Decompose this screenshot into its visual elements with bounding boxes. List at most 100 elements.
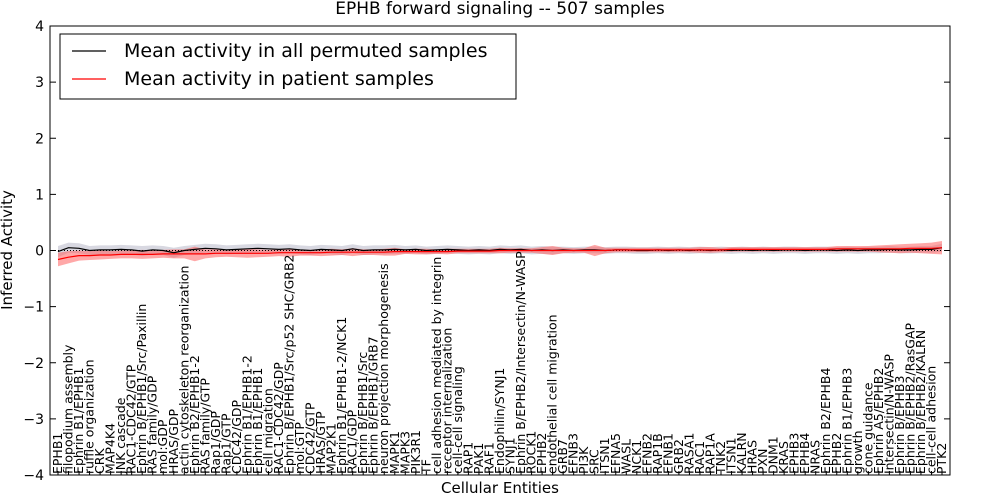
- x-tick-label: Ephrin A5/EPHB2: [871, 368, 886, 474]
- chart-title: EPHB forward signaling -- 507 samples: [335, 0, 665, 19]
- x-tick-label: RAS family/GDP: [145, 375, 160, 474]
- x-tick-label: Ephrin B1/EPHB1: [71, 368, 86, 474]
- x-tick-label: CRK: [92, 448, 107, 474]
- x-tick-label: Ephrin B/EPHB3: [892, 376, 907, 474]
- x-axis-label: Cellular Entities: [441, 479, 559, 497]
- x-tick-label: ROCK1: [524, 431, 539, 474]
- y-axis: 4 3 2 1 0 −1 −2 −3 −4: [23, 19, 950, 484]
- x-tick-label: cell migration: [261, 388, 276, 474]
- x-tick-label: EPHB2: [829, 433, 844, 474]
- patient-mean-line: [57, 247, 943, 261]
- x-tick-label: HRAS/GTP: [313, 411, 328, 474]
- x-tick-label: growth: [850, 430, 865, 474]
- x-tick-label: actin cytoskeleton reorganization: [176, 265, 191, 474]
- x-tick-label: EFNB2: [639, 433, 654, 474]
- x-tick-label: WASL: [618, 439, 633, 474]
- x-tick-label: EFNA5: [608, 433, 623, 474]
- x-tick-label: mol:GTP: [292, 422, 307, 474]
- x-tick-label: EFNB3: [566, 433, 581, 474]
- x-tick-label: PI3K: [576, 446, 591, 474]
- x-tick-label: cell-cell signaling: [450, 366, 465, 474]
- x-tick-label: mol:GDP: [155, 419, 170, 474]
- x-tick-label: PTK2: [934, 443, 949, 474]
- y-axis-label: Inferred Activity: [0, 190, 16, 310]
- x-tick-label: TF: [418, 459, 433, 475]
- x-tick-label: RAP1B: [650, 433, 665, 474]
- y-tick-label: 4: [35, 19, 44, 35]
- x-tick-label: RAS family/GTP: [197, 378, 212, 474]
- x-tick-label: PAK1: [471, 443, 486, 474]
- y-tick-label: −3: [23, 412, 44, 428]
- y-tick-label: 0: [35, 244, 44, 260]
- x-tick-label: Ephrin B2/EPHB1-2: [187, 355, 202, 474]
- x-tick-label: Intersectin/N-WASP: [881, 354, 896, 474]
- x-tick-label: GRB7: [555, 439, 570, 474]
- x-tick-label: HRAS: [745, 440, 760, 474]
- x-tick-label: RAC1: [692, 441, 707, 474]
- plot-frame: [49, 25, 951, 476]
- x-tick-label: Ephrin B/EPHB1/GRB7: [366, 336, 381, 474]
- x-tick-label: RAP1: [460, 442, 475, 474]
- x-tick-label: Ephrin B/EPHB2/RasGAP: [902, 323, 917, 474]
- y-tick-label: −4: [23, 468, 44, 484]
- x-tick-label: KRAS: [776, 441, 791, 474]
- x-tick-label: CDC42/GDP: [229, 399, 244, 474]
- x-tick-label: Endophilin/SYNJ1: [492, 368, 507, 474]
- series-lines: [57, 247, 943, 261]
- legend: Mean activity in all permuted samples Me…: [59, 33, 517, 100]
- x-tick-label: EFNB1: [660, 433, 675, 474]
- x-tick-label: CDC42/GTP: [303, 402, 318, 474]
- x-tick-label: EPHB2: [534, 433, 549, 474]
- x-tick-label: EPHB3: [787, 433, 802, 474]
- x-tick-label: SYNJ1: [503, 437, 518, 474]
- y-tick-label: 1: [35, 187, 44, 203]
- x-tick-label: Ephrin B1/EPHB1-2/NCK1: [334, 317, 349, 474]
- x-tick-label: PIK3R1: [408, 430, 423, 474]
- x-tick-label: PXN: [755, 449, 770, 474]
- x-tick-label: ruffle organization: [82, 359, 97, 474]
- x-tick-label: DNM1: [766, 436, 781, 474]
- y-tick-label: −2: [23, 356, 44, 372]
- x-tick-label: RAC1/GDP: [345, 409, 360, 474]
- y-tick-label: 3: [35, 75, 44, 91]
- x-tick-label: MAP2K1: [324, 423, 339, 474]
- x-tick-label: EPHB4: [797, 433, 812, 474]
- x-tick-label: Rap1/GDP: [208, 411, 223, 474]
- x-tick-label: Ephrin B/EPHB1/Src/Paxillin: [134, 304, 149, 474]
- x-tick-label: EPHB1: [50, 433, 65, 474]
- x-tick-label: ITSN1: [597, 437, 612, 474]
- x-tick-label: Ephrin B/EPHB1/Src: [355, 352, 370, 474]
- x-tick-label: receptor internalization: [439, 328, 454, 474]
- y-tick-label: 2: [35, 131, 44, 147]
- x-tick-label: HRAS/GDP: [166, 408, 181, 474]
- x-tick-label: ITSN1: [724, 437, 739, 474]
- x-tick-label: Ephrin B/EPHB2/Intersectin/N-WASP: [513, 251, 528, 474]
- x-tick-label: RAP1A: [703, 433, 718, 474]
- x-tick-label: RAC1-CDC42/GTP: [124, 364, 139, 474]
- x-tick-label: MAP4K4: [103, 423, 118, 474]
- x-tick-label: NRAS: [808, 440, 823, 474]
- legend-box: [59, 33, 517, 100]
- x-tick-label: cell adhesion mediated by integrin: [429, 257, 444, 474]
- x-tick-label: RAF1: [482, 442, 497, 474]
- x-tick-label: Ephrin B/EPHB1/Src/p52 SHC/GRB2: [282, 254, 297, 474]
- x-tick-label: Ephrin B1/EPHB3: [839, 368, 854, 474]
- x-tick-label: endothelial cell migration: [545, 314, 560, 474]
- x-tick-label: Rap1/GTP: [218, 413, 233, 474]
- x-tick-label: Ephrin B/EPHB2/KALRN: [913, 330, 928, 474]
- x-tick-label: MAPK1: [387, 431, 402, 474]
- x-tick-label: RASA1: [681, 433, 696, 474]
- x-tick-label: filopodium assembly: [61, 344, 76, 474]
- legend-label-permuted: Mean activity in all permuted samples: [124, 40, 487, 62]
- x-tick-label: KALRN: [734, 432, 749, 474]
- x-tick-label: Ephrin B2/EPHB4: [818, 368, 833, 474]
- x-tick-label: JNK cascade: [113, 397, 128, 475]
- x-tick-label: Ephrin B1/EPHB1: [250, 368, 265, 474]
- x-tick-label: neuron projection morphogenesis: [376, 263, 391, 474]
- x-tick-label: MAPK3: [397, 431, 412, 474]
- x-tick-label: TNK2: [713, 441, 728, 475]
- x-tick-label: SRC: [587, 449, 602, 474]
- y-tick-label: −1: [23, 300, 44, 316]
